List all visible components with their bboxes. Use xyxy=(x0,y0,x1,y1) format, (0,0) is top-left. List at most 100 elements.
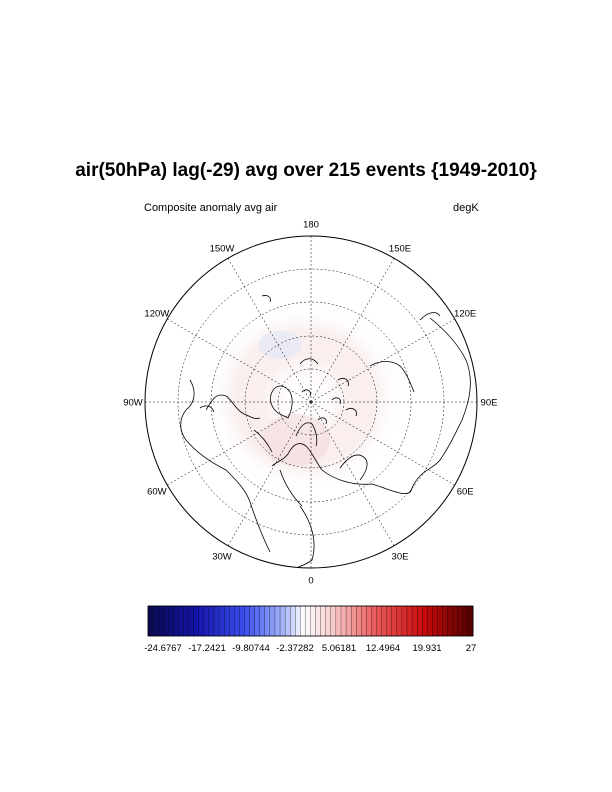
colorbar-cell xyxy=(198,605,205,637)
colorbar-cell xyxy=(391,605,398,637)
colorbar-cell xyxy=(152,605,159,637)
colorbar-cell xyxy=(163,605,169,637)
colorbar-tick-label: 12.4964 xyxy=(366,643,400,654)
caspian-outline xyxy=(339,454,368,481)
colorbar-cell xyxy=(178,605,184,637)
colorbar-cell xyxy=(254,605,261,637)
colorbar-tick-label: -17.2421 xyxy=(188,643,226,654)
colorbar-cell xyxy=(340,605,347,637)
alaska-coast xyxy=(199,405,215,413)
greenland-outline xyxy=(270,385,293,419)
colorbar-cell xyxy=(264,605,271,637)
colorbar-tick-label: -2.37282 xyxy=(276,643,314,654)
colorbar-cell xyxy=(356,605,362,637)
longitude-label: 180 xyxy=(303,220,319,231)
longitude-label: 60W xyxy=(147,487,167,498)
longitude-label: 150E xyxy=(389,243,411,254)
longitude-label: 30W xyxy=(212,552,232,563)
scandinavia-coast xyxy=(295,422,318,447)
hudson-bay-coast xyxy=(205,394,261,419)
colorbar-cell xyxy=(168,605,174,637)
longitude-labels: 180 150E 120E 90E 60E 30E 0 30W 60W 90W 120W 150W xyxy=(123,220,497,587)
colorbar-cell xyxy=(234,605,240,637)
arctic-islands xyxy=(331,378,357,417)
colorbar-cell xyxy=(325,605,332,637)
colorbar-cell xyxy=(295,605,301,637)
colorbar-cell xyxy=(432,605,438,637)
colorbar-cell xyxy=(406,605,413,637)
colorbar-cell xyxy=(244,605,251,637)
colorbar-cell xyxy=(396,605,403,637)
colorbar-cell xyxy=(284,605,291,637)
colorbar-cell xyxy=(239,605,245,637)
colorbar-cell xyxy=(361,605,367,637)
colorbar-cell xyxy=(381,605,388,637)
colorbar-cell xyxy=(447,605,454,637)
north-america-east xyxy=(225,469,271,553)
north-america-west xyxy=(180,379,227,471)
colorbar-tick-label: -9.80744 xyxy=(232,643,270,654)
colorbar-cells xyxy=(147,605,474,637)
colorbar-cell xyxy=(416,605,423,637)
colorbar-cell xyxy=(269,605,276,637)
colorbar-cell xyxy=(290,605,296,637)
colorbar-cell xyxy=(401,605,408,637)
mediterranean-coast xyxy=(295,505,315,568)
colorbar-cell xyxy=(427,605,433,637)
colorbar-cell xyxy=(203,605,210,637)
colorbar-cell xyxy=(193,605,200,637)
colorbar-cell xyxy=(147,605,154,637)
colorbar-cell xyxy=(310,605,317,637)
colorbar-cell xyxy=(411,605,418,637)
colorbar-cell xyxy=(208,605,215,637)
left-subtitle: Composite anomaly avg air xyxy=(144,202,278,214)
plot-title: air(50hPa) lag(-29) avg over 215 events … xyxy=(75,160,537,181)
longitude-label: 120E xyxy=(454,309,476,320)
kamchatka-coast xyxy=(419,312,441,321)
longitude-label: 150W xyxy=(210,243,235,254)
western-europe-coast xyxy=(271,443,323,471)
colorbar-cell xyxy=(462,605,469,637)
siberia-coast xyxy=(369,361,415,393)
iceland-area xyxy=(253,429,273,453)
iberia-coast xyxy=(279,469,303,507)
colorbar-cell xyxy=(249,605,256,637)
colorbar-cell xyxy=(300,605,306,637)
colorbar-cell xyxy=(437,605,443,637)
colorbar-tick-label: 27 xyxy=(466,643,477,654)
colorbar-cell xyxy=(229,605,235,637)
colorbar-cell xyxy=(218,605,225,637)
colorbar-cell xyxy=(158,605,164,637)
colorbar-frame xyxy=(147,605,474,637)
colorbar-tick-label: -24.6767 xyxy=(144,643,182,654)
arctic-islands-3 xyxy=(299,358,319,365)
colorbar-cell xyxy=(376,605,383,637)
colorbar-cell xyxy=(320,605,327,637)
colorbar-cell xyxy=(422,605,428,637)
colorbar-cell xyxy=(457,605,464,637)
colorbar-cell xyxy=(371,605,377,637)
colorbar-cell xyxy=(188,605,195,637)
longitude-label: 90W xyxy=(123,398,143,409)
colorbar-labels: -24.6767 -17.2421 -9.80744 -2.37282 5.06181 1… xyxy=(144,643,476,654)
bering-island xyxy=(261,295,271,303)
colorbar-cell xyxy=(350,605,357,637)
colorbar-cell xyxy=(274,605,281,637)
colorbar-cell xyxy=(330,605,337,637)
eurasia-coast xyxy=(321,317,471,494)
anomaly-shading xyxy=(180,278,430,518)
longitude-label: 90E xyxy=(481,398,498,409)
colorbar-cell xyxy=(259,605,266,637)
colorbar-cell xyxy=(305,605,311,637)
longitude-label: 120W xyxy=(144,309,169,320)
map-border xyxy=(144,235,478,569)
colorbar-cell xyxy=(345,605,352,637)
colorbar-tick-label: 5.06181 xyxy=(322,643,356,654)
colorbar-cell xyxy=(183,605,190,637)
colorbar-cell xyxy=(213,605,220,637)
colorbar-cell xyxy=(366,605,372,637)
longitude-label: 60E xyxy=(457,487,474,498)
colorbar-cell xyxy=(452,605,459,637)
